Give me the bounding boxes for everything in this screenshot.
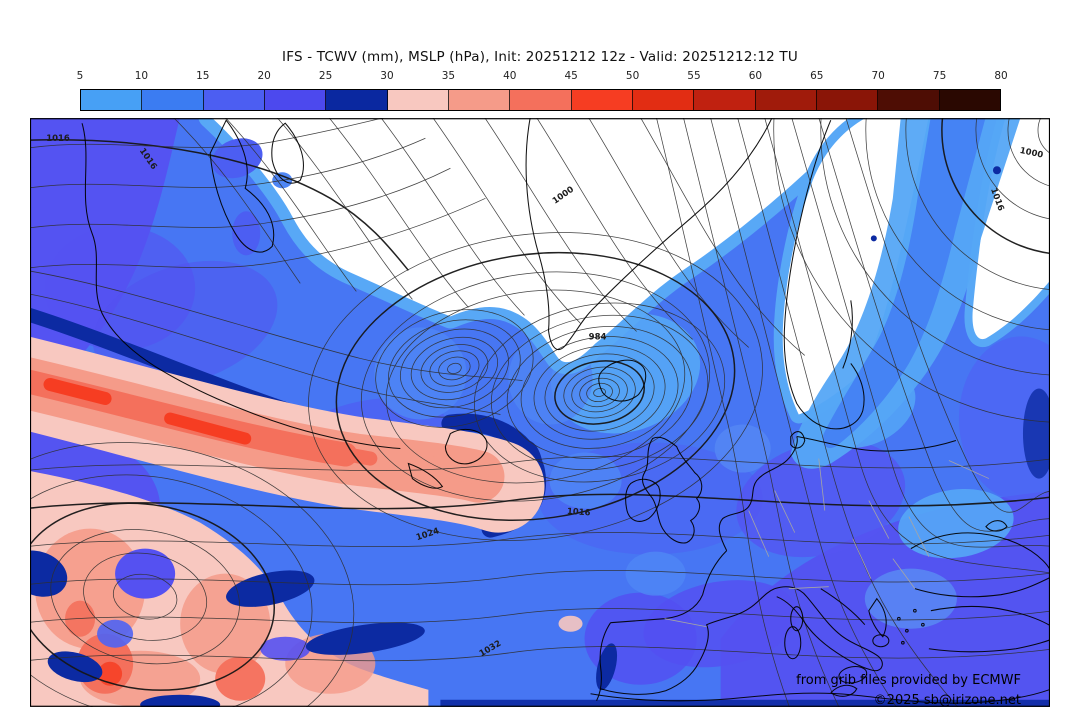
colorbar-tick-75: 75 xyxy=(932,70,947,82)
attribution-copyright: ©2025 sb@irizone.net xyxy=(874,693,1021,707)
colorbar-cell-50-55 xyxy=(632,90,695,110)
chart-title: IFS - TCWV (mm), MSLP (hPa), Init: 20251… xyxy=(282,49,798,65)
colorbar-cell-15-20 xyxy=(203,90,265,110)
colorbar: 5 10 15 20 25 30 35 40 45 50 55 60 65 70 75 80 xyxy=(77,70,1008,111)
colorbar-cells xyxy=(80,89,1001,111)
colorbar-cell-55-60 xyxy=(694,90,756,110)
colorbar-cell-70-75 xyxy=(878,90,940,110)
colorbar-cell-65-70 xyxy=(816,90,879,110)
colorbar-tick-35: 35 xyxy=(441,70,456,82)
colorbar-cell-75-80 xyxy=(939,90,1000,110)
mslp-contours xyxy=(30,118,1050,707)
colorbar-cell-5-10 xyxy=(81,90,143,110)
colorbar-tick-10: 10 xyxy=(134,70,149,82)
colorbar-cell-35-40 xyxy=(448,90,511,110)
attribution-ecmwf: from grib files provided by ECMWF xyxy=(796,673,1021,688)
map-frame xyxy=(30,118,1050,707)
coastlines xyxy=(81,118,1050,704)
contour-label-1016: 1016 xyxy=(567,507,591,519)
colorbar-cell-40-45 xyxy=(510,90,572,110)
colorbar-tick-40: 40 xyxy=(503,70,517,82)
colorbar-tick-80: 80 xyxy=(994,70,1008,82)
colorbar-tick-30: 30 xyxy=(380,70,394,82)
colorbar-cell-60-65 xyxy=(755,90,817,110)
contour-label-984: 984 xyxy=(589,332,607,342)
colorbar-tick-70: 70 xyxy=(871,70,885,82)
colorbar-tick-65: 65 xyxy=(810,70,824,82)
colorbar-cell-20-25 xyxy=(264,90,327,110)
contour-label-1000: 1000 xyxy=(1019,146,1044,161)
colorbar-tick-5: 5 xyxy=(76,70,84,82)
colorbar-cell-45-50 xyxy=(571,90,633,110)
colorbar-tick-50: 50 xyxy=(625,70,640,82)
colorbar-cell-10-15 xyxy=(142,90,204,110)
colorbar-tick-20: 20 xyxy=(257,70,271,82)
colorbar-cell-25-30 xyxy=(326,90,388,110)
colorbar-cell-30-35 xyxy=(387,90,449,110)
colorbar-tick-45: 45 xyxy=(564,70,578,82)
weather-map: 1016 1016 1000 984 1000 1016 1016 1024 1032 from… xyxy=(30,118,1050,707)
contour-label-1016: 1016 xyxy=(46,134,70,144)
colorbar-tick-60: 60 xyxy=(748,70,763,82)
colorbar-tick-25: 25 xyxy=(318,70,333,82)
colorbar-tick-55: 55 xyxy=(687,70,701,82)
colorbar-tick-15: 15 xyxy=(196,70,210,82)
colorbar-tick-labels: 5 10 15 20 25 30 35 40 45 50 55 60 65 70 75 80 xyxy=(76,70,1008,86)
